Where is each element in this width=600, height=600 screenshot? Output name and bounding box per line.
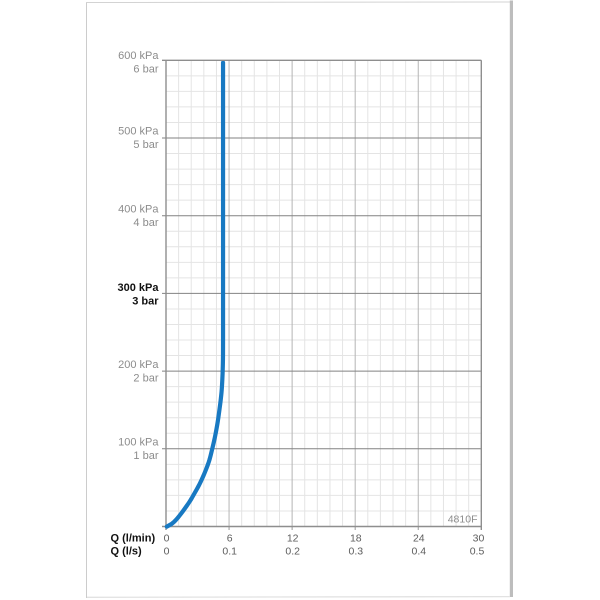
svg-text:Q (l/s): Q (l/s)	[111, 546, 143, 558]
svg-text:400 kPa: 400 kPa	[118, 203, 159, 215]
svg-text:200 kPa: 200 kPa	[118, 359, 159, 371]
svg-text:0.3: 0.3	[348, 546, 363, 558]
svg-text:0.5: 0.5	[470, 546, 485, 558]
svg-text:3 bar: 3 bar	[132, 296, 159, 308]
svg-text:100 kPa: 100 kPa	[118, 437, 159, 449]
svg-text:30: 30	[473, 533, 485, 545]
svg-text:600 kPa: 600 kPa	[118, 50, 159, 62]
svg-text:4 bar: 4 bar	[133, 217, 158, 229]
svg-text:18: 18	[350, 533, 362, 545]
svg-text:6 bar: 6 bar	[133, 63, 158, 75]
svg-text:0.2: 0.2	[285, 546, 300, 558]
svg-text:12: 12	[287, 533, 299, 545]
svg-text:1 bar: 1 bar	[133, 450, 158, 462]
svg-text:0: 0	[164, 546, 170, 558]
svg-text:0.4: 0.4	[411, 546, 426, 558]
svg-text:6: 6	[227, 533, 233, 545]
svg-text:4810F: 4810F	[448, 514, 478, 526]
svg-text:300 kPa: 300 kPa	[118, 282, 160, 294]
svg-text:Q (l/min): Q (l/min)	[111, 533, 156, 545]
svg-text:500 kPa: 500 kPa	[118, 126, 159, 138]
svg-text:0.1: 0.1	[222, 546, 237, 558]
svg-text:5 bar: 5 bar	[133, 139, 158, 151]
svg-text:0: 0	[164, 533, 170, 545]
svg-text:2 bar: 2 bar	[133, 372, 158, 384]
svg-text:24: 24	[413, 533, 425, 545]
